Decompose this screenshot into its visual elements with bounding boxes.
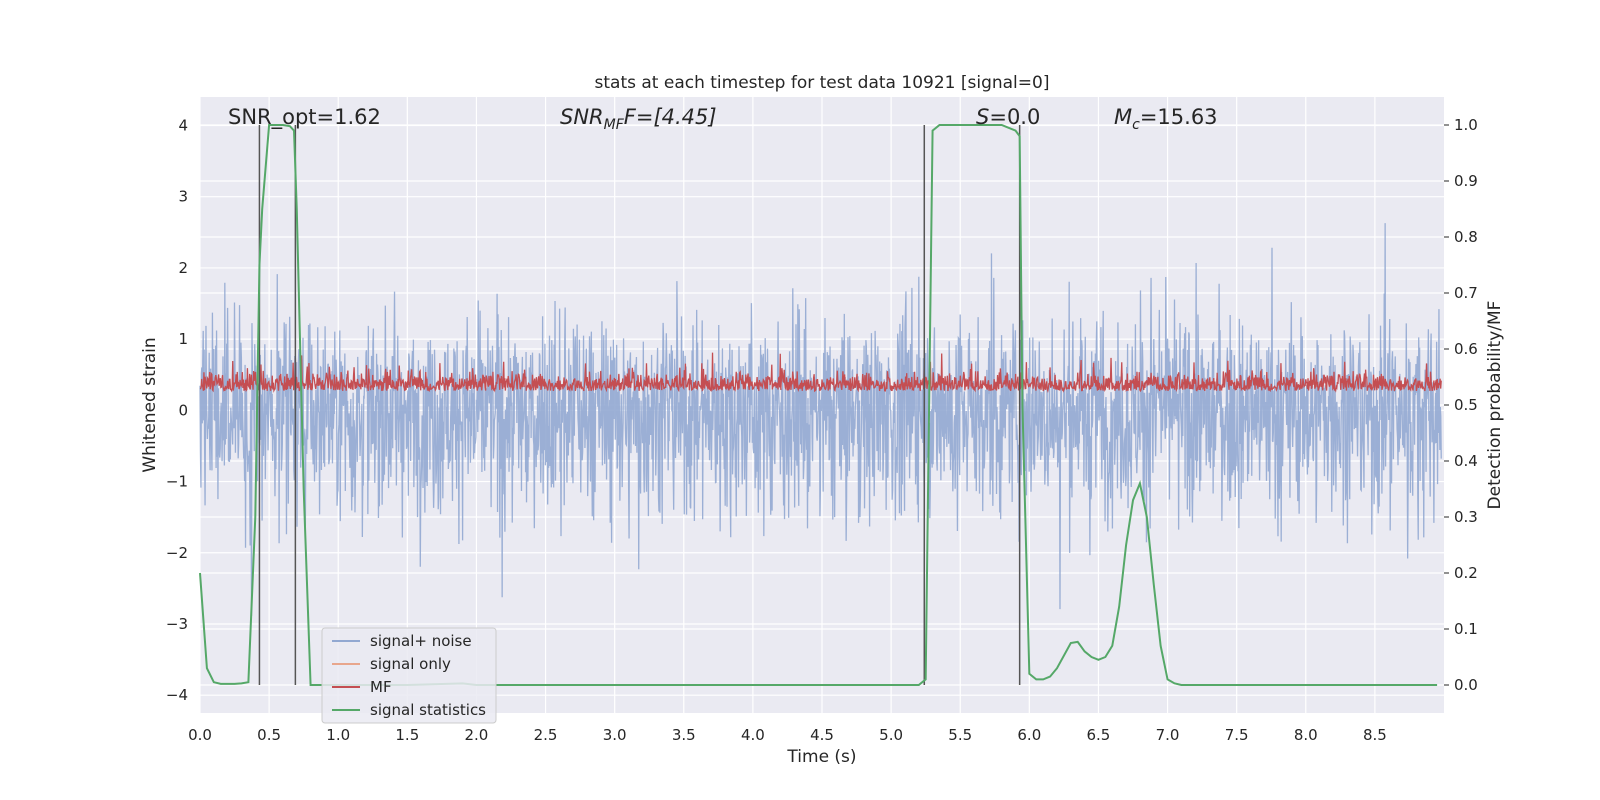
legend: signal+ noise signal only MF signal stat… <box>321 627 497 724</box>
series-signal-noise <box>199 223 1442 616</box>
x-tick-labels: 0.0 0.5 1.0 1.5 2.0 2.5 3.0 3.5 4.0 4.5 5.0 5.5 6.0 6… <box>188 726 1387 744</box>
annotation-s: S=0.0 <box>976 105 1040 129</box>
series-signal-statistics <box>199 124 1438 686</box>
x-tick-label: 0.0 <box>188 726 212 744</box>
x-tick-label: 0.5 <box>257 726 281 744</box>
y2-axis-label: Detection probability/MF <box>1485 301 1505 510</box>
y2-tick-label: 0.2 <box>1454 564 1478 582</box>
y2-tick-label: 0.7 <box>1454 284 1478 302</box>
y-tick-label: 3 <box>178 188 188 206</box>
x-tick-label: 8.0 <box>1294 726 1318 744</box>
y-tick-labels: 4 3 2 1 0 −1 −2 −3 −4 <box>166 116 188 704</box>
x-tick-label: 7.5 <box>1225 726 1249 744</box>
legend-label-signal-noise: signal+ noise <box>370 632 472 650</box>
x-axis-label: Time (s) <box>786 747 856 767</box>
x-tick-label: 1.0 <box>326 726 350 744</box>
noise-trace <box>199 223 1442 616</box>
x-tick-label: 5.5 <box>948 726 972 744</box>
x-tick-label: 3.5 <box>672 726 696 744</box>
y-tick-label: 0 <box>178 401 188 419</box>
y-tick-label: −1 <box>166 473 188 491</box>
x-tick-label: 4.0 <box>741 726 765 744</box>
legend-label-mf: MF <box>370 678 392 696</box>
vertical-markers <box>258 125 1021 685</box>
y-tick-label: 1 <box>178 330 188 348</box>
x-tick-label: 3.0 <box>603 726 627 744</box>
y2-tick-label: 0.0 <box>1454 676 1478 694</box>
y2-tick-label: 0.1 <box>1454 620 1478 638</box>
y-axis-label: Whitened strain <box>140 337 160 472</box>
y2-tick-label: 0.3 <box>1454 508 1478 526</box>
mf-trace <box>199 352 1442 393</box>
y-tick-label: −2 <box>166 544 188 562</box>
y2-tick-labels: 1.0 0.9 0.8 0.7 0.6 0.5 0.4 0.3 0.2 0.1 0.0 <box>1444 116 1478 694</box>
y2-tick-label: 0.9 <box>1454 172 1478 190</box>
x-tick-label: 2.5 <box>534 726 558 744</box>
x-tick-label: 1.5 <box>395 726 419 744</box>
x-tick-label: 6.5 <box>1087 726 1111 744</box>
annotation-mc: Mc=15.63 <box>1114 105 1218 133</box>
series-mf <box>199 352 1442 393</box>
x-tick-label: 5.0 <box>879 726 903 744</box>
y-tick-label: −3 <box>166 615 188 633</box>
y2-tick-label: 0.8 <box>1454 228 1478 246</box>
y-tick-label: 2 <box>178 259 188 277</box>
x-tick-label: 6.0 <box>1017 726 1041 744</box>
chart-title: stats at each timestep for test data 109… <box>595 73 1050 93</box>
legend-label-signal-statistics: signal statistics <box>370 701 486 719</box>
x-tick-label: 7.0 <box>1156 726 1180 744</box>
annotation-snr-opt: SNR_opt=1.62 <box>228 105 381 130</box>
y2-tick-label: 0.5 <box>1454 396 1478 414</box>
legend-label-signal-only: signal only <box>370 655 451 673</box>
y2-tick-label: 0.4 <box>1454 452 1478 470</box>
annotation-snr-mf: SNRMFF=[4.45] <box>560 105 717 133</box>
legend-box <box>321 627 497 724</box>
x-tick-label: 8.5 <box>1363 726 1387 744</box>
y2-tick-label: 0.6 <box>1454 340 1478 358</box>
y-tick-label: −4 <box>166 686 188 704</box>
x-tick-label: 4.5 <box>810 726 834 744</box>
y-tick-label: 4 <box>178 116 188 134</box>
x-tick-label: 2.0 <box>465 726 489 744</box>
y2-tick-label: 1.0 <box>1454 116 1478 134</box>
